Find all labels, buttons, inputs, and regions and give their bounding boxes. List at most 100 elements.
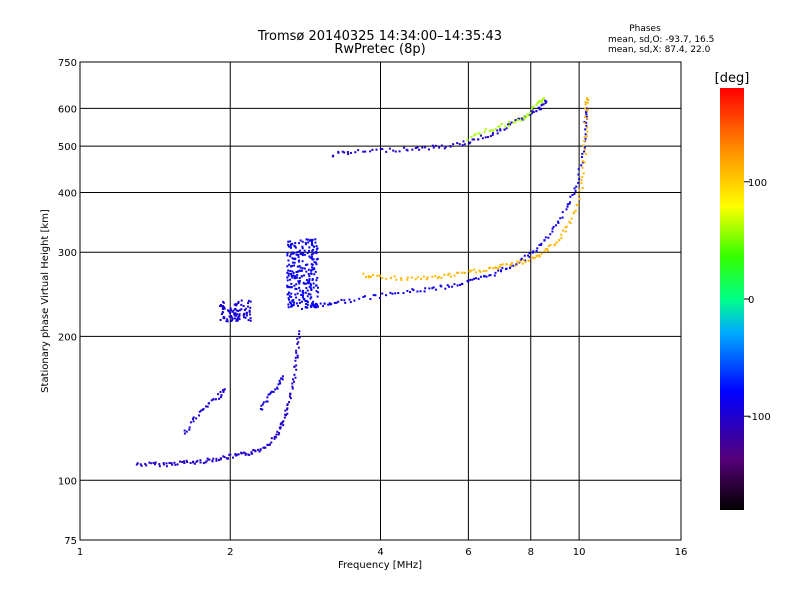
cluster-point bbox=[304, 243, 307, 246]
trace-point bbox=[297, 346, 300, 349]
trace-point bbox=[322, 305, 325, 308]
trace-point bbox=[202, 462, 205, 465]
trace-point bbox=[586, 101, 589, 104]
trace-point bbox=[212, 457, 215, 460]
cluster-point bbox=[244, 307, 247, 310]
trace-point bbox=[414, 147, 417, 150]
cluster-point bbox=[219, 303, 222, 306]
trace-point bbox=[585, 113, 588, 116]
trace-point bbox=[489, 266, 492, 269]
trace-point bbox=[162, 462, 165, 465]
trace-point bbox=[192, 420, 195, 423]
trace-point bbox=[185, 459, 188, 462]
trace-point bbox=[536, 102, 539, 105]
cluster-point bbox=[289, 255, 292, 258]
trace-point bbox=[363, 295, 366, 298]
cluster-point bbox=[313, 251, 316, 254]
cluster-point bbox=[310, 288, 313, 291]
trace-point bbox=[219, 458, 222, 461]
trace-point bbox=[189, 421, 192, 424]
trace-point bbox=[514, 120, 517, 123]
trace-point bbox=[519, 259, 522, 262]
trace-point bbox=[431, 275, 434, 278]
trace-point bbox=[153, 463, 156, 466]
trace-point bbox=[248, 454, 251, 457]
trace-point bbox=[192, 416, 195, 419]
cluster-point bbox=[313, 245, 316, 248]
trace-point bbox=[426, 276, 429, 279]
trace-point bbox=[551, 227, 554, 230]
trace-point bbox=[545, 100, 548, 103]
cluster-point bbox=[237, 309, 240, 312]
trace-point bbox=[540, 99, 543, 102]
trace-point bbox=[183, 460, 186, 463]
trace-point bbox=[577, 168, 580, 171]
cluster-point bbox=[230, 319, 233, 322]
cluster-point bbox=[295, 253, 298, 256]
trace-point bbox=[494, 271, 497, 274]
trace-point bbox=[585, 115, 588, 118]
trace-point bbox=[280, 422, 283, 425]
trace-point bbox=[204, 461, 207, 464]
colorbar-tick-label: 0 bbox=[748, 295, 754, 306]
cluster-point bbox=[230, 316, 233, 319]
grid bbox=[80, 62, 681, 540]
trace-point bbox=[162, 463, 165, 466]
cluster-point bbox=[307, 272, 310, 275]
trace-point bbox=[517, 261, 520, 264]
trace-point bbox=[254, 450, 257, 453]
cluster-point bbox=[227, 310, 230, 313]
cluster-point bbox=[291, 270, 294, 273]
cluster-point bbox=[293, 301, 296, 304]
trace-point bbox=[262, 446, 265, 449]
cluster-point bbox=[229, 312, 232, 315]
trace-point bbox=[362, 296, 365, 299]
cluster-point bbox=[315, 303, 318, 306]
trace-point bbox=[586, 117, 589, 120]
trace-point bbox=[419, 290, 422, 293]
trace-point bbox=[584, 128, 587, 131]
cluster-point bbox=[301, 296, 304, 299]
trace-point bbox=[508, 267, 511, 270]
trace-point bbox=[475, 271, 478, 274]
trace-point bbox=[479, 271, 482, 274]
trace-point bbox=[424, 287, 427, 290]
trace-point bbox=[525, 116, 528, 119]
trace-point bbox=[551, 230, 554, 233]
cluster-point bbox=[291, 257, 294, 260]
trace-point bbox=[518, 117, 521, 120]
trace-point bbox=[510, 263, 513, 266]
cluster-point bbox=[301, 245, 304, 248]
trace-point bbox=[422, 275, 425, 278]
trace-point bbox=[319, 302, 322, 305]
cluster-point bbox=[292, 299, 295, 302]
cluster-point bbox=[310, 239, 313, 242]
trace-point bbox=[327, 303, 330, 306]
trace-point bbox=[293, 365, 296, 368]
trace-point bbox=[349, 301, 352, 304]
trace-point bbox=[346, 151, 349, 154]
trace-point bbox=[264, 446, 267, 449]
trace-point bbox=[585, 109, 588, 112]
trace-point bbox=[375, 148, 378, 151]
cluster-point bbox=[290, 286, 293, 289]
trace-point bbox=[522, 116, 525, 119]
trace-point bbox=[270, 441, 273, 444]
cluster-point bbox=[311, 279, 314, 282]
cluster-point bbox=[315, 306, 318, 309]
trace-point bbox=[521, 118, 524, 121]
trace-point bbox=[549, 243, 552, 246]
cluster-point bbox=[308, 278, 311, 281]
trace-point bbox=[496, 132, 499, 135]
trace-point bbox=[237, 453, 240, 456]
trace-point bbox=[470, 135, 473, 138]
trace-point bbox=[251, 452, 254, 455]
trace-point bbox=[199, 461, 202, 464]
cluster-point bbox=[298, 301, 301, 304]
trace-point bbox=[198, 414, 201, 417]
trace-point bbox=[280, 377, 283, 380]
trace-point bbox=[452, 143, 455, 146]
cluster-point bbox=[315, 245, 318, 248]
trace-point bbox=[337, 150, 340, 153]
trace-point bbox=[378, 296, 381, 299]
